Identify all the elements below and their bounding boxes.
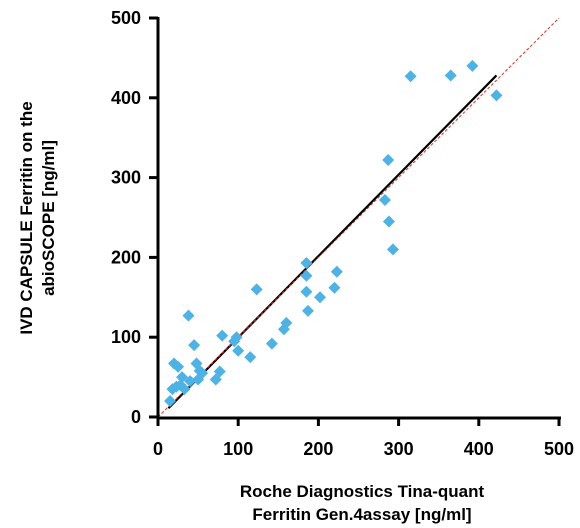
y-tick-label: 300 <box>111 168 141 188</box>
data-point <box>213 365 226 378</box>
x-axis-title: Roche Diagnostics Tina-quant Ferritin Ge… <box>240 482 485 524</box>
x-tick-label: 500 <box>544 439 574 459</box>
line-layer <box>157 17 560 418</box>
y-axis-title: IVD CAPSULE Ferritin on the abioSCOPE [n… <box>17 101 58 334</box>
x-tick-label: 200 <box>303 439 333 459</box>
data-point <box>382 215 395 228</box>
data-point <box>386 243 399 256</box>
x-axis-title-line-1: Roche Diagnostics Tina-quant <box>240 482 485 501</box>
y-tick-label: 500 <box>111 8 141 28</box>
data-point <box>230 331 243 344</box>
data-point <box>244 351 257 364</box>
data-point <box>382 154 395 167</box>
data-point <box>176 371 189 384</box>
axis-layer <box>156 17 561 420</box>
x-axis-title-line-2: Ferritin Gen.4assay [ng/ml] <box>252 505 471 524</box>
data-point <box>444 69 457 82</box>
data-point <box>265 337 278 350</box>
y-tick-label: 100 <box>111 327 141 347</box>
data-point <box>188 339 201 352</box>
data-point <box>250 283 263 296</box>
data-point <box>196 367 209 380</box>
data-point <box>314 291 327 304</box>
x-tick-label: 0 <box>153 439 163 459</box>
data-point <box>232 344 245 357</box>
x-tick-label: 400 <box>464 439 494 459</box>
data-point <box>300 256 313 269</box>
tick-layer: 0 100 200 300 400 500 0 100 200 300 400 500 <box>111 8 574 459</box>
data-point <box>182 309 195 322</box>
data-point <box>378 193 391 206</box>
data-point <box>404 70 417 83</box>
data-point <box>490 89 503 102</box>
y-tick-label: 400 <box>111 88 141 108</box>
data-point <box>178 383 191 396</box>
regression-line <box>167 74 498 409</box>
identity-line <box>157 17 560 418</box>
y-axis-title-line-2: abioSCOPE [ng/ml] <box>39 140 58 296</box>
data-point <box>330 265 343 278</box>
data-point <box>280 316 293 329</box>
y-axis-title-line-1: IVD CAPSULE Ferritin on the <box>17 101 36 334</box>
x-tick-label: 100 <box>223 439 253 459</box>
y-tick-label: 200 <box>111 247 141 267</box>
data-point <box>164 395 177 408</box>
data-point <box>216 329 229 342</box>
x-tick-label: 300 <box>384 439 414 459</box>
point-layer <box>164 59 503 408</box>
data-point <box>300 285 313 298</box>
data-point <box>466 59 479 72</box>
y-tick-label: 0 <box>131 407 141 427</box>
data-point <box>328 281 341 294</box>
data-point <box>184 375 197 388</box>
data-point <box>300 269 313 282</box>
data-point <box>301 304 314 317</box>
data-point <box>172 360 185 373</box>
